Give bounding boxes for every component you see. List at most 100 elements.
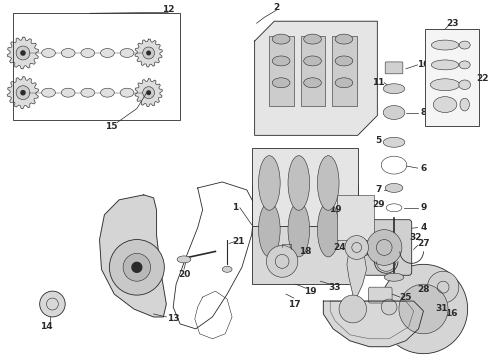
Circle shape <box>367 230 402 265</box>
FancyBboxPatch shape <box>357 220 412 275</box>
Text: 3: 3 <box>326 185 332 194</box>
Text: 25: 25 <box>399 293 412 302</box>
Bar <box>337 195 374 239</box>
Ellipse shape <box>318 156 339 210</box>
Circle shape <box>109 239 164 295</box>
Circle shape <box>16 46 30 60</box>
Circle shape <box>267 246 298 277</box>
FancyBboxPatch shape <box>368 287 392 303</box>
Bar <box>332 36 357 105</box>
Ellipse shape <box>430 79 460 91</box>
Ellipse shape <box>288 156 310 210</box>
Ellipse shape <box>272 56 290 66</box>
Text: 28: 28 <box>417 285 430 294</box>
Ellipse shape <box>222 266 232 272</box>
Text: 30: 30 <box>406 310 418 319</box>
Ellipse shape <box>431 60 459 70</box>
Text: 7: 7 <box>375 185 382 194</box>
Bar <box>252 185 358 284</box>
Circle shape <box>21 51 25 55</box>
Ellipse shape <box>272 78 290 88</box>
Ellipse shape <box>384 273 404 281</box>
Ellipse shape <box>433 96 457 113</box>
Polygon shape <box>347 249 367 309</box>
Ellipse shape <box>288 202 310 257</box>
Text: 13: 13 <box>167 314 179 323</box>
Text: 22: 22 <box>476 74 489 83</box>
Polygon shape <box>135 79 162 107</box>
Text: 31: 31 <box>435 305 447 314</box>
Ellipse shape <box>100 88 114 97</box>
Ellipse shape <box>431 40 459 50</box>
Text: 33: 33 <box>329 283 342 292</box>
Circle shape <box>40 291 65 317</box>
Ellipse shape <box>459 61 470 69</box>
Circle shape <box>16 86 30 100</box>
Text: 27: 27 <box>417 239 430 248</box>
Circle shape <box>427 271 459 303</box>
Ellipse shape <box>259 202 280 257</box>
Text: 26: 26 <box>360 249 373 258</box>
Ellipse shape <box>177 256 191 263</box>
Text: 24: 24 <box>334 243 346 252</box>
Circle shape <box>123 253 150 281</box>
Text: 12: 12 <box>162 5 174 14</box>
Ellipse shape <box>383 84 405 94</box>
Text: 18: 18 <box>299 247 312 256</box>
Text: 5: 5 <box>375 136 381 145</box>
Circle shape <box>147 51 150 55</box>
Text: 21: 21 <box>233 237 245 246</box>
Circle shape <box>143 87 154 99</box>
Circle shape <box>399 284 448 334</box>
Ellipse shape <box>272 34 290 44</box>
Ellipse shape <box>459 80 470 90</box>
Text: 10: 10 <box>417 60 430 69</box>
Circle shape <box>345 235 368 260</box>
Text: 15: 15 <box>105 122 118 131</box>
Ellipse shape <box>61 88 75 97</box>
Circle shape <box>339 295 367 323</box>
Bar <box>13 13 180 121</box>
Bar <box>425 29 479 126</box>
Ellipse shape <box>304 56 321 66</box>
Circle shape <box>132 262 142 272</box>
Text: 11: 11 <box>372 78 385 87</box>
Text: 8: 8 <box>420 108 427 117</box>
FancyBboxPatch shape <box>385 62 403 74</box>
Text: 16: 16 <box>445 310 457 319</box>
Text: 17: 17 <box>288 300 300 309</box>
Text: 2: 2 <box>273 3 279 12</box>
Ellipse shape <box>304 34 321 44</box>
Text: 1: 1 <box>232 203 238 212</box>
Polygon shape <box>7 77 39 109</box>
Ellipse shape <box>100 49 114 58</box>
Ellipse shape <box>460 98 469 111</box>
Circle shape <box>21 91 25 95</box>
Ellipse shape <box>120 49 134 58</box>
Polygon shape <box>255 21 377 135</box>
Ellipse shape <box>318 202 339 257</box>
Ellipse shape <box>81 88 95 97</box>
Ellipse shape <box>385 184 403 192</box>
Bar <box>252 148 358 226</box>
Ellipse shape <box>42 88 55 97</box>
Polygon shape <box>99 195 166 317</box>
Circle shape <box>381 299 397 315</box>
Text: 29: 29 <box>372 200 385 209</box>
Text: 19: 19 <box>329 205 342 214</box>
Ellipse shape <box>383 137 405 147</box>
Text: 14: 14 <box>40 322 53 331</box>
Polygon shape <box>7 37 39 69</box>
Ellipse shape <box>383 105 405 120</box>
Text: 6: 6 <box>420 163 427 172</box>
Text: 19: 19 <box>304 287 317 296</box>
Ellipse shape <box>81 49 95 58</box>
Text: 32: 32 <box>409 233 422 242</box>
Circle shape <box>379 264 467 354</box>
Text: 19: 19 <box>348 273 361 282</box>
Ellipse shape <box>61 49 75 58</box>
Ellipse shape <box>459 41 470 49</box>
Ellipse shape <box>335 34 353 44</box>
Polygon shape <box>323 301 423 347</box>
Text: 23: 23 <box>447 19 459 28</box>
